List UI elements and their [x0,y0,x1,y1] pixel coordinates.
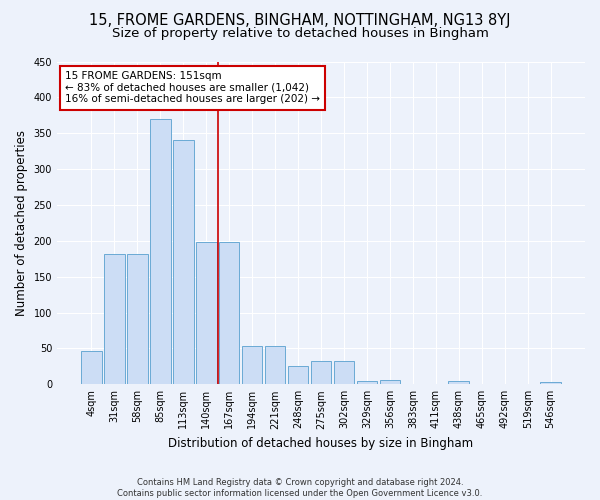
Y-axis label: Number of detached properties: Number of detached properties [15,130,28,316]
Bar [150,119,170,384]
Text: Contains HM Land Registry data © Crown copyright and database right 2024.
Contai: Contains HM Land Registry data © Crown c… [118,478,482,498]
Bar [288,366,308,384]
Bar [380,380,400,384]
Bar [242,346,262,385]
Bar [356,380,377,384]
Bar [311,360,331,384]
Bar [127,254,148,384]
Bar [219,242,239,384]
Bar [541,382,561,384]
Bar [196,242,217,384]
Text: Size of property relative to detached houses in Bingham: Size of property relative to detached ho… [112,28,488,40]
Text: 15 FROME GARDENS: 151sqm
← 83% of detached houses are smaller (1,042)
16% of sem: 15 FROME GARDENS: 151sqm ← 83% of detach… [65,71,320,104]
Bar [104,254,125,384]
Bar [448,380,469,384]
Bar [173,140,194,384]
Bar [265,346,286,385]
Text: 15, FROME GARDENS, BINGHAM, NOTTINGHAM, NG13 8YJ: 15, FROME GARDENS, BINGHAM, NOTTINGHAM, … [89,12,511,28]
X-axis label: Distribution of detached houses by size in Bingham: Distribution of detached houses by size … [169,437,473,450]
Bar [81,350,102,384]
Bar [334,360,355,384]
